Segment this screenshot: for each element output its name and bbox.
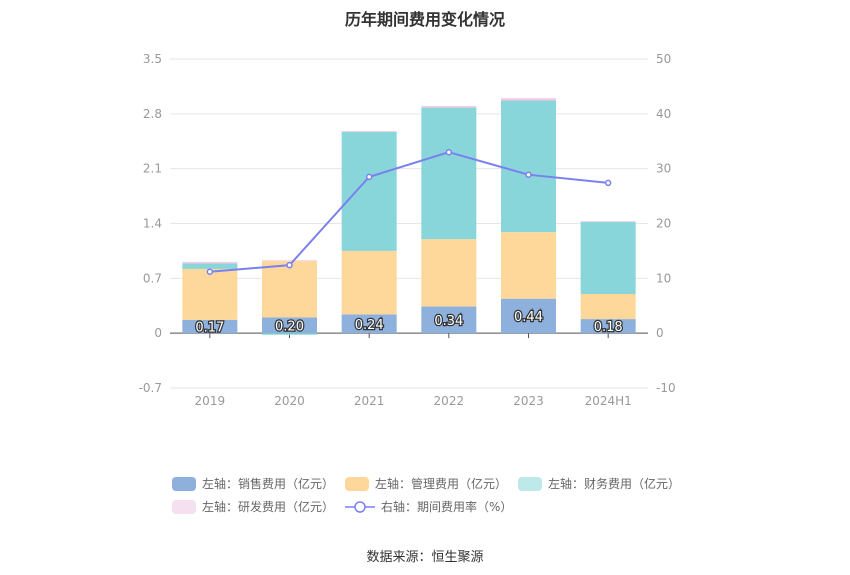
x-axis-tick-label: 2021 — [354, 394, 385, 408]
left-axis-tick-label: 0.7 — [143, 271, 162, 285]
bar-segment-2 — [262, 261, 317, 318]
right-axis-tick-label: 20 — [656, 217, 671, 231]
bar-segment-1 — [262, 317, 317, 334]
bar-segment-2 — [421, 239, 477, 307]
source-note: 数据来源：恒生聚源 — [366, 550, 484, 565]
left-axis-tick-label: -0.7 — [139, 381, 162, 395]
x-axis-tick-label: 2022 — [434, 394, 465, 408]
bar-segment-2 — [182, 268, 238, 320]
legend-swatch-rd — [172, 499, 196, 514]
x-axis-tick-label: 2023 — [513, 394, 544, 408]
bar-segment-3 — [501, 100, 556, 233]
x-axis-tick-label: 2019 — [195, 394, 226, 408]
bar-data-label: 0.20 — [275, 319, 304, 334]
bar-segment-3 — [262, 333, 317, 335]
bar-segment-2 — [501, 232, 556, 299]
rate-point — [365, 173, 373, 181]
bar-segment-3 — [341, 131, 397, 251]
right-axis-tick-label: -10 — [656, 381, 676, 395]
bar-segment-1 — [182, 319, 238, 334]
legend-item-rd[interactable]: 左轴：研发费用（亿元） — [172, 498, 334, 515]
legend-item-finance[interactable]: 左轴：财务费用（亿元） — [518, 475, 680, 492]
bar-segment-1 — [501, 298, 556, 334]
left-axis-tick-label: 0 — [154, 326, 162, 340]
bar-segment-3 — [421, 107, 477, 240]
bar-segment-4 — [580, 221, 636, 222]
rate-point — [206, 268, 214, 276]
rate-point — [286, 261, 293, 269]
legend-item-admin[interactable]: 左轴：管理费用（亿元） — [345, 475, 507, 492]
legend-item-rate[interactable]: 右轴：期间费用率（%） — [345, 498, 512, 515]
left-axis-tick-label: 2.8 — [143, 107, 162, 121]
rate-point — [604, 179, 612, 187]
right-axis-tick-label: 40 — [656, 107, 671, 121]
legend-swatch-admin — [345, 476, 369, 491]
right-axis-tick-label: 0 — [656, 326, 664, 340]
left-axis-tick-label: 3.5 — [143, 52, 162, 66]
left-axis-tick-label: 2.1 — [143, 162, 162, 176]
bar-segment-3 — [182, 263, 238, 269]
bar-segment-2 — [580, 294, 636, 320]
legend-label-rd: 左轴：研发费用（亿元） — [202, 500, 335, 514]
left-axis-tick-label: 1.4 — [143, 217, 162, 231]
bar-segment-4 — [262, 260, 317, 262]
chart-title: 历年期间费用变化情况 — [344, 10, 505, 29]
bar-segment-1 — [421, 306, 477, 334]
legend-swatch-finance — [518, 476, 542, 491]
legend-item-sales[interactable]: 左轴：销售费用（亿元） — [172, 475, 334, 492]
bar-data-label: 0.34 — [434, 314, 463, 329]
bar-segment-4 — [182, 261, 238, 264]
rate-line — [209, 151, 609, 273]
rate-point — [445, 148, 453, 156]
bar-data-label: 0.17 — [195, 321, 224, 336]
bar-data-label: 0.44 — [514, 310, 543, 325]
bar-segment-4 — [501, 98, 556, 101]
rate-point — [525, 171, 532, 178]
bar-segment-4 — [341, 131, 397, 132]
legend-label-rate: 右轴：期间费用率（%） — [381, 500, 513, 514]
legend-line-symbol — [345, 500, 375, 513]
legend-label-finance: 左轴：财务费用（亿元） — [548, 477, 681, 491]
right-axis-tick-label: 30 — [656, 162, 671, 176]
bar-data-label: 0.24 — [355, 318, 384, 333]
bar-segment-4 — [421, 106, 477, 108]
x-axis-tick-label: 2020 — [274, 394, 305, 408]
bar-segment-1 — [580, 319, 636, 334]
bar-data-label: 0.18 — [594, 320, 623, 335]
legend-swatch-sales — [172, 476, 196, 491]
legend-label-admin: 左轴：管理费用（亿元） — [375, 477, 508, 491]
legend-label-sales: 左轴：销售费用（亿元） — [202, 477, 335, 491]
bar-segment-1 — [341, 314, 397, 334]
bar-segment-2 — [341, 250, 397, 315]
right-axis-tick-label: 50 — [656, 52, 671, 66]
x-axis-tick-label: 2024H1 — [585, 394, 632, 408]
bar-segment-3 — [580, 221, 636, 294]
right-axis-tick-label: 10 — [656, 271, 671, 285]
